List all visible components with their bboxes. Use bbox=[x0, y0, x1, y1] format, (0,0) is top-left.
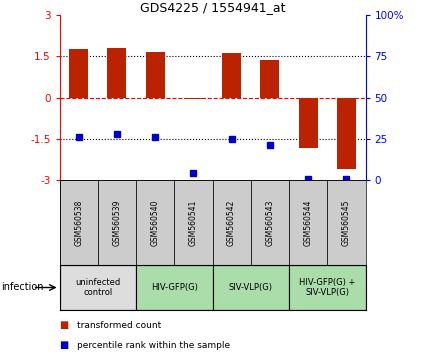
Text: GSM560545: GSM560545 bbox=[342, 199, 351, 246]
Text: ■: ■ bbox=[60, 340, 69, 350]
Text: GSM560538: GSM560538 bbox=[74, 199, 83, 246]
Text: GSM560544: GSM560544 bbox=[303, 199, 313, 246]
Bar bbox=[289, 180, 327, 265]
Bar bbox=[98, 180, 136, 265]
Text: percentile rank within the sample: percentile rank within the sample bbox=[76, 341, 230, 350]
Bar bbox=[327, 180, 366, 265]
Text: GSM560541: GSM560541 bbox=[189, 199, 198, 246]
Bar bbox=[184, 97, 203, 99]
Text: HIV-GFP(G) +
SIV-VLP(G): HIV-GFP(G) + SIV-VLP(G) bbox=[299, 278, 355, 297]
Title: GDS4225 / 1554941_at: GDS4225 / 1554941_at bbox=[140, 1, 285, 14]
Bar bbox=[60, 180, 98, 265]
Text: uninfected
control: uninfected control bbox=[75, 278, 120, 297]
Bar bbox=[212, 180, 251, 265]
Bar bbox=[136, 180, 174, 265]
Bar bbox=[337, 97, 356, 169]
Bar bbox=[289, 265, 366, 310]
Text: GSM560543: GSM560543 bbox=[265, 199, 275, 246]
Text: ■: ■ bbox=[60, 320, 69, 330]
Text: infection: infection bbox=[1, 282, 43, 292]
Text: transformed count: transformed count bbox=[76, 321, 161, 330]
Bar bbox=[69, 49, 88, 97]
Bar bbox=[174, 180, 212, 265]
Text: GSM560539: GSM560539 bbox=[112, 199, 122, 246]
Bar bbox=[260, 59, 280, 97]
Bar bbox=[60, 265, 136, 310]
Bar bbox=[251, 180, 289, 265]
Bar bbox=[107, 48, 127, 97]
Bar bbox=[212, 265, 289, 310]
Bar bbox=[136, 265, 212, 310]
Bar bbox=[298, 97, 317, 148]
Text: HIV-GFP(G): HIV-GFP(G) bbox=[151, 283, 198, 292]
Text: GSM560542: GSM560542 bbox=[227, 199, 236, 246]
Bar bbox=[222, 53, 241, 97]
Bar bbox=[145, 52, 164, 97]
Text: GSM560540: GSM560540 bbox=[150, 199, 160, 246]
Text: SIV-VLP(G): SIV-VLP(G) bbox=[229, 283, 273, 292]
